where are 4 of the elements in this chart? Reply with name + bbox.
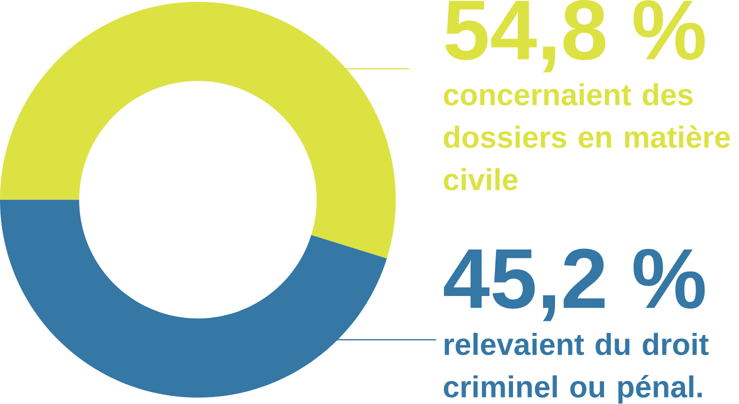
slice-label: relevaient du droit criminel ou pénal.: [444, 333, 709, 404]
data-label: 45,2 %: [444, 248, 705, 322]
slice-label: concernaient des dossiers en matière civile: [444, 83, 730, 191]
data-label: 54,8 %: [445, 0, 705, 73]
